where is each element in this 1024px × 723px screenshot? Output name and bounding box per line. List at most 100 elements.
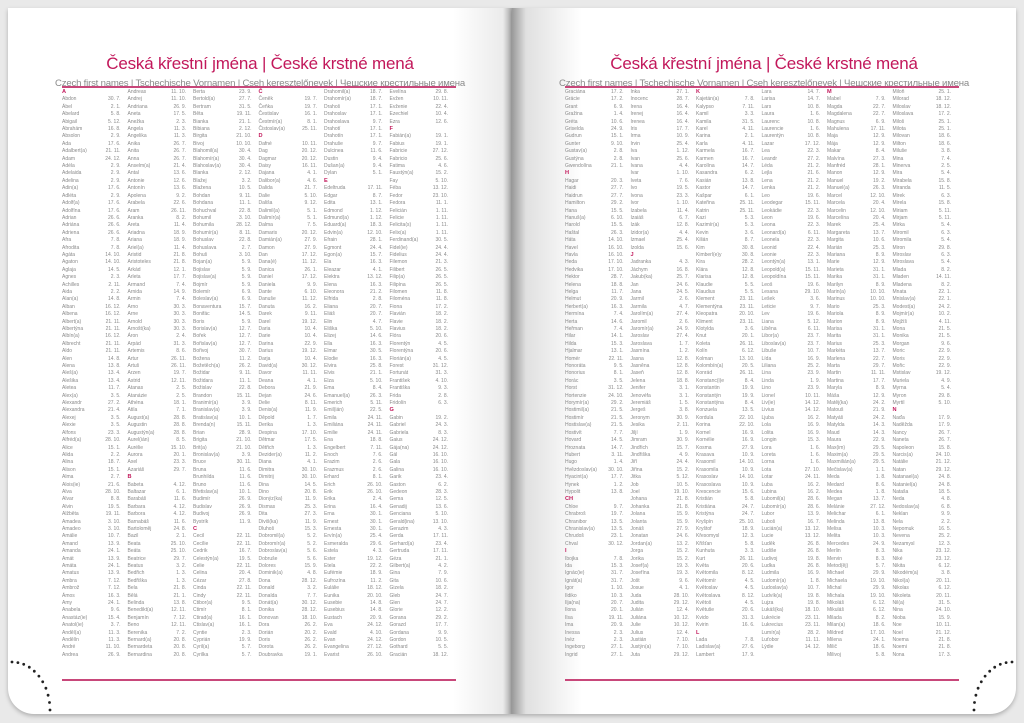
- name: Augustin: [127, 422, 147, 429]
- name: Ctimír: [193, 607, 207, 614]
- name-day-date: 31. 5.: [938, 600, 951, 607]
- name-entry: Florentýn 4. 5.: [390, 341, 453, 348]
- name-entry: Bibiana 2. 12.: [193, 126, 256, 133]
- name-entry: Natanael(a) 24. 8.: [893, 474, 956, 481]
- name: Darie: [258, 333, 271, 340]
- name-day-date: 10. 3.: [872, 533, 886, 540]
- name: Eva: [324, 622, 333, 629]
- name-entry: Adalbert(a) 21. 11.: [62, 148, 125, 155]
- name-entry: Milorad 18. 12.: [893, 96, 956, 103]
- name-column: K Kajetán(a) 7. 8. Kalypso 7. 11. Kamil 3. 3. K…: [696, 89, 762, 659]
- name-entry: Flavius 18. 2.: [390, 326, 453, 333]
- name-entry: Efrain 28. 1.: [324, 237, 387, 244]
- name-entry: Elena 16. 3.: [324, 282, 387, 289]
- name-day-date: 20. 9.: [610, 622, 624, 629]
- name-day-date: 6. 9.: [875, 118, 886, 125]
- name: Estela: [324, 548, 338, 555]
- name-entry: Lars 10. 8.: [762, 104, 825, 111]
- name: Iveta: [630, 177, 642, 184]
- name: Beatrice: [127, 555, 146, 562]
- name-entry: Mabel 7. 9.: [827, 96, 890, 103]
- name: Bohdana: [193, 200, 214, 207]
- name-day-date: 24. 4.: [435, 244, 448, 251]
- name-day-date: 12. 9.: [872, 392, 886, 399]
- name-entry: Artuš 26. 11.: [128, 363, 191, 370]
- name-day-date: 10. 10.: [236, 140, 252, 147]
- name: Inka: [630, 89, 640, 95]
- name-day-date: 17. 2.: [938, 111, 951, 118]
- name: Juda: [630, 592, 642, 599]
- name-day-date: 13. 6.: [435, 503, 448, 510]
- name-entry: Arnold 30. 3.: [128, 319, 191, 326]
- name-entry: Dag 20. 12.: [259, 148, 322, 155]
- name: Hagar: [565, 177, 579, 184]
- name-day-date: 7. 4.: [176, 296, 186, 303]
- name-entry: Klementýna 23. 11.: [696, 304, 759, 311]
- name-day-date: 19. 10.: [870, 592, 886, 599]
- name: Forest: [389, 363, 404, 370]
- name: Leonela: [761, 237, 780, 244]
- name-day-date: 6. 7.: [679, 214, 689, 221]
- name-day-date: 15. 11.: [805, 266, 820, 273]
- name-entry: Marek 25. 4.: [827, 222, 890, 229]
- name: Damaris: [258, 229, 278, 236]
- name: Mnata: [892, 288, 907, 295]
- name-day-date: 19. 6.: [807, 192, 820, 199]
- name: Karina: [696, 133, 711, 140]
- name-day-date: 12. 8.: [676, 355, 689, 362]
- name-day-date: 29. 7.: [173, 555, 186, 562]
- name-day-date: 5. 11.: [938, 214, 951, 221]
- name-entry: Milena 24. 1.: [827, 637, 890, 644]
- name-day-date: 6. 9.: [241, 296, 252, 303]
- name-day-date: 10. 7.: [107, 533, 121, 540]
- name-entry: Faustýn(a) 15. 2.: [390, 170, 453, 177]
- name-day-date: 1. 6.: [810, 451, 820, 458]
- name-day-date: 7. 12.: [107, 585, 121, 592]
- name-day-date: 15. 3.: [610, 340, 624, 347]
- name-day-date: 31. 7.: [610, 570, 624, 577]
- name: Andělín: [62, 637, 79, 644]
- name-entry: Břetislav(a) 10. 1.: [193, 489, 256, 496]
- name-day-date: 4. 1.: [372, 266, 383, 273]
- name-day-date: 16. 4.: [369, 503, 383, 510]
- name-day-date: 19. 9.: [741, 392, 755, 399]
- name: Miroslava: [892, 259, 914, 266]
- name-day-date: 4. 5.: [438, 340, 448, 347]
- name-entry: Drahotín 17. 1.: [324, 133, 387, 140]
- name-day-date: 22. 9.: [938, 355, 951, 362]
- name: Ivan: [630, 155, 640, 162]
- name-day-date: 18. 12.: [367, 585, 383, 592]
- name-entry: Jorga 15. 2.: [631, 548, 694, 555]
- name-entry: Kateřina 25. 11.: [696, 200, 759, 207]
- name-entry: Koleta 26. 11.: [696, 341, 759, 348]
- name: Emil(ián): [324, 407, 344, 414]
- name: Lukrecius: [761, 622, 783, 629]
- name: Aurel(ián): [127, 437, 150, 444]
- name: Helena: [565, 281, 581, 288]
- name: Erazmus: [324, 466, 344, 473]
- name: Klement: [696, 296, 715, 303]
- name-entry: Máša 12. 9.: [827, 393, 890, 400]
- name-entry: Blahoslav(a) 30. 4.: [193, 163, 256, 170]
- name: Irena: [630, 103, 642, 110]
- name: Gorazd: [389, 622, 406, 629]
- name: Abrahám: [62, 126, 83, 133]
- name: Haštal: [565, 229, 580, 236]
- name-entry: Jenovéfa 3. 1.: [631, 393, 694, 400]
- name: Irenea: [630, 118, 645, 125]
- name-day-date: 15. 3.: [304, 525, 317, 532]
- name-day-date: 15. 11.: [236, 422, 252, 429]
- name-day-date: 13. 8.: [610, 488, 624, 495]
- name: Kira: [696, 259, 705, 266]
- name: Dětmar: [258, 437, 275, 444]
- name-day-date: 29. 2.: [610, 400, 624, 407]
- name-day-date: 16. 4.: [676, 118, 689, 125]
- name-entry: Ludiše 26. 8.: [762, 548, 825, 555]
- name: Hvězdoslav(a): [565, 466, 597, 473]
- name-entry: Marika 31. 1.: [827, 274, 890, 281]
- name-day-date: 2. 9.: [110, 170, 121, 177]
- name-entry: Celestýn(a) 19. 5.: [193, 556, 256, 563]
- name-day-date: 5. 10.: [938, 400, 951, 407]
- name-entry: Nil(a) 31. 5.: [893, 600, 956, 607]
- name: Andrej: [127, 96, 142, 103]
